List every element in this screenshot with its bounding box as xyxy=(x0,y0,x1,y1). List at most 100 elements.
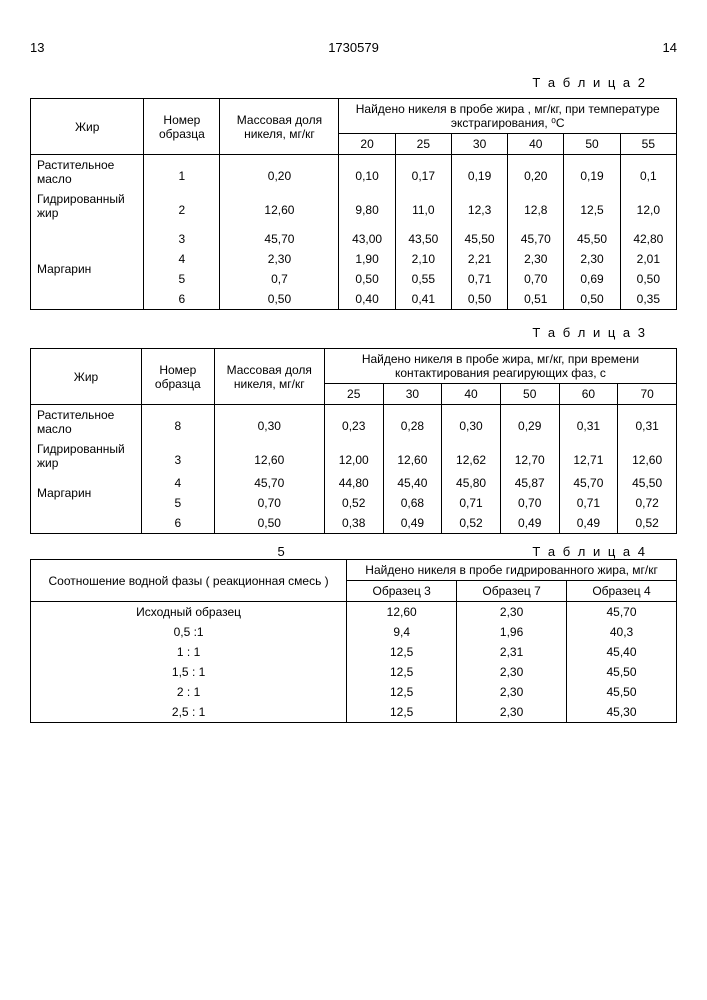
page-header: 13 1730579 14 xyxy=(30,40,677,55)
fat-label: Гидрированный жир xyxy=(31,439,142,473)
cell: 0,41 xyxy=(395,289,451,310)
cell: 1,96 xyxy=(457,622,567,642)
cell: 0,30 xyxy=(442,413,501,439)
cell: 0,20 xyxy=(508,163,564,189)
cell: 12,60 xyxy=(214,447,324,473)
cell: 0,52 xyxy=(618,513,677,534)
cell: 12,0 xyxy=(620,197,676,223)
fat-label: Маргарин xyxy=(31,249,144,289)
cell: 45,87 xyxy=(500,473,559,493)
time-col: 40 xyxy=(442,384,501,405)
cell: 0,40 xyxy=(339,289,395,310)
table2-label: Т а б л и ц а 2 xyxy=(30,75,647,90)
col-fat: Жир xyxy=(31,99,144,155)
cell: 12,00 xyxy=(324,447,383,473)
cell: 3 xyxy=(142,447,215,473)
col-sample: Номер образца xyxy=(144,99,220,155)
cell: 2,30 xyxy=(564,249,620,269)
cell: 45,50 xyxy=(567,682,677,702)
col-ratio: Соотношение водной фазы ( реакционная см… xyxy=(31,560,347,602)
cell: 0,19 xyxy=(451,163,507,189)
cell: 2,30 xyxy=(457,702,567,723)
cell: 12,5 xyxy=(347,682,457,702)
cell: 43,50 xyxy=(395,229,451,249)
cell: 2,01 xyxy=(620,249,676,269)
cell: 0,50 xyxy=(620,269,676,289)
cell: 0,17 xyxy=(395,163,451,189)
cell: 12,71 xyxy=(559,447,618,473)
cell: 45,50 xyxy=(451,229,507,249)
temp-col: 50 xyxy=(564,134,620,155)
cell: 2,5 : 1 xyxy=(31,702,347,723)
cell: 2 xyxy=(144,197,220,223)
cell: 2 : 1 xyxy=(31,682,347,702)
temp-col: 40 xyxy=(508,134,564,155)
cell: 45,70 xyxy=(508,229,564,249)
cell: 40,3 xyxy=(567,622,677,642)
cell: 2,30 xyxy=(457,662,567,682)
cell: 12,60 xyxy=(618,447,677,473)
col-mass: Массовая доля никеля, мг/кг xyxy=(220,99,339,155)
cell: 0,10 xyxy=(339,163,395,189)
table2: Жир Номер образца Массовая доля никеля, … xyxy=(30,98,677,310)
cell: 0,50 xyxy=(339,269,395,289)
cell: 3 xyxy=(144,229,220,249)
cell: 0,19 xyxy=(564,163,620,189)
cell: 0,49 xyxy=(500,513,559,534)
cell: 2,30 xyxy=(457,602,567,623)
cell: 0,29 xyxy=(500,413,559,439)
sample-col: Образец 4 xyxy=(567,581,677,602)
col-found4: Найдено никеля в пробе гидрированного жи… xyxy=(347,560,677,581)
cell: 6 xyxy=(144,289,220,310)
cell: 0,70 xyxy=(500,493,559,513)
cell: 1 xyxy=(144,163,220,189)
cell: 0,52 xyxy=(324,493,383,513)
cell: 12,5 xyxy=(347,662,457,682)
cell: 5 xyxy=(142,493,215,513)
cell: 0,23 xyxy=(324,413,383,439)
col-found: Найдено никеля в пробе жира , мг/кг, при… xyxy=(339,99,677,134)
cell: 0,71 xyxy=(442,493,501,513)
page-left: 13 xyxy=(30,40,44,55)
fat-label: Растительное масло xyxy=(31,405,142,440)
cell: 11,0 xyxy=(395,197,451,223)
cell: 12,8 xyxy=(508,197,564,223)
cell: 45,30 xyxy=(567,702,677,723)
cell: 0,31 xyxy=(618,413,677,439)
cell: 12,5 xyxy=(564,197,620,223)
cell: 44,80 xyxy=(324,473,383,493)
cell: 4 xyxy=(144,249,220,269)
cell: 0,5 :1 xyxy=(31,622,347,642)
cell: 0,38 xyxy=(324,513,383,534)
cell: 0,49 xyxy=(383,513,442,534)
cell: 0,50 xyxy=(564,289,620,310)
cell: 0,50 xyxy=(220,289,339,310)
sample-col: Образец 3 xyxy=(347,581,457,602)
cell: 0,50 xyxy=(451,289,507,310)
time-col: 60 xyxy=(559,384,618,405)
cell: Исходный образец xyxy=(31,602,347,623)
cell: 42,80 xyxy=(620,229,676,249)
fat-label: Растительное масло xyxy=(31,155,144,190)
cell: 2,30 xyxy=(508,249,564,269)
cell: 45,50 xyxy=(564,229,620,249)
cell: 45,50 xyxy=(567,662,677,682)
cell: 0,68 xyxy=(383,493,442,513)
cell: 12,60 xyxy=(220,197,339,223)
cell: 12,70 xyxy=(500,447,559,473)
cell: 0,7 xyxy=(220,269,339,289)
cell: 0,69 xyxy=(564,269,620,289)
col-found: Найдено никеля в пробе жира, мг/кг, при … xyxy=(324,349,676,384)
cell: 0,49 xyxy=(559,513,618,534)
cell: 0,70 xyxy=(214,493,324,513)
cell: 45,80 xyxy=(442,473,501,493)
cell: 2,30 xyxy=(220,249,339,269)
temp-col: 30 xyxy=(451,134,507,155)
cell: 1 : 1 xyxy=(31,642,347,662)
cell: 5 xyxy=(144,269,220,289)
fat-label: Гидрированный жир xyxy=(31,189,144,223)
doc-number: 1730579 xyxy=(328,40,379,55)
cell: 1,5 : 1 xyxy=(31,662,347,682)
fat-label: Маргарин xyxy=(31,473,142,513)
cell: 45,70 xyxy=(214,473,324,493)
